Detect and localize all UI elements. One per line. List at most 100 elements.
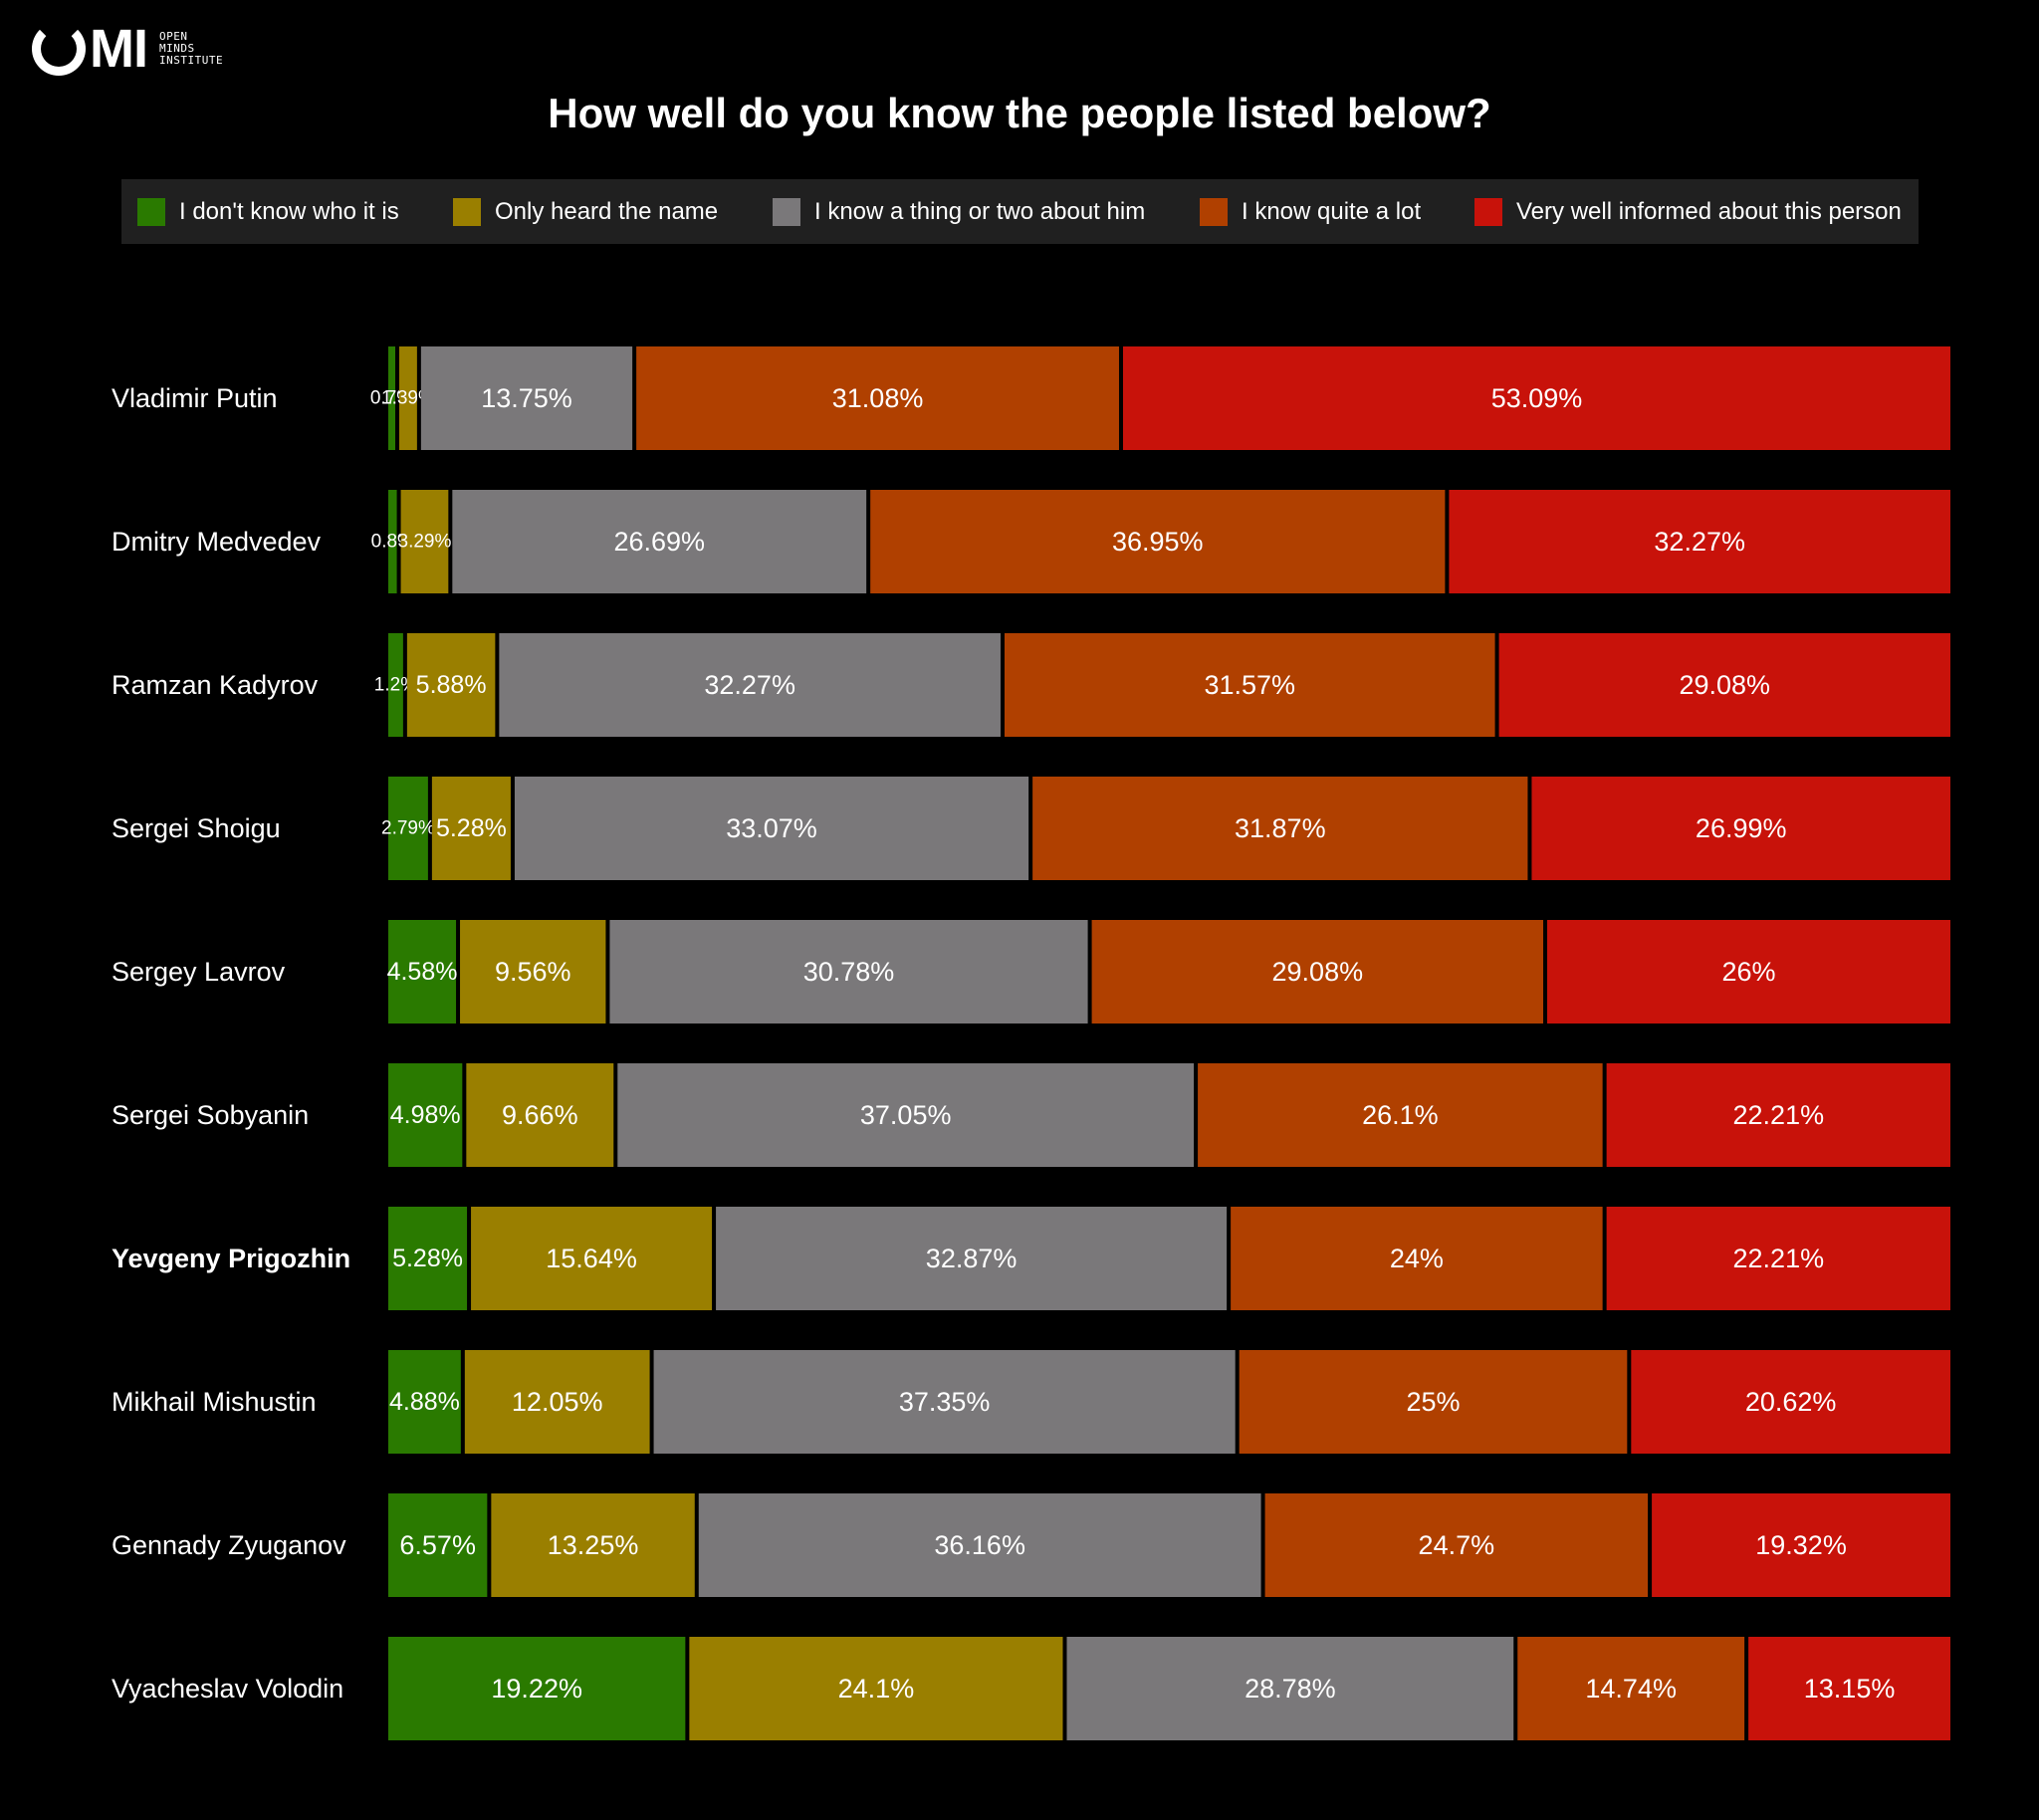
data-label: 32.27% xyxy=(704,670,795,700)
bar-segment xyxy=(653,1350,1236,1454)
bar-segment xyxy=(388,920,457,1024)
legend-swatch xyxy=(773,197,800,226)
data-label: 36.95% xyxy=(1112,527,1204,557)
logo-text-line: OPEN xyxy=(159,30,188,43)
bar-segment xyxy=(400,490,449,593)
bar-segment xyxy=(460,920,606,1024)
logo-o-icon xyxy=(32,22,86,76)
data-label: 3.29% xyxy=(398,532,452,553)
data-label: 53.09% xyxy=(1491,383,1583,413)
bar-segment xyxy=(466,1063,614,1167)
bar-segment xyxy=(388,777,428,880)
logo-text-line: MINDS xyxy=(159,42,195,55)
data-label: 33.07% xyxy=(726,813,817,843)
data-label: 32.87% xyxy=(926,1244,1018,1273)
legend-swatch xyxy=(1200,197,1228,226)
bar-segment xyxy=(1606,1207,1950,1310)
bar-segment xyxy=(1122,346,1950,450)
bar-segment xyxy=(388,346,396,450)
data-label: 12.05% xyxy=(512,1387,603,1417)
bar-segment xyxy=(636,346,1119,450)
logo-mark: MI xyxy=(32,19,148,79)
bar-segment xyxy=(689,1637,1063,1740)
data-label: 24% xyxy=(1390,1244,1444,1273)
data-label: 31.87% xyxy=(1235,813,1326,843)
data-label: 1.2% xyxy=(374,675,417,696)
data-label: 26% xyxy=(1721,957,1775,987)
legend-item: I know a thing or two about him xyxy=(773,179,1145,244)
bar-segment xyxy=(420,346,633,450)
data-label: 30.78% xyxy=(803,957,895,987)
bar-segment xyxy=(471,1207,713,1310)
bar-segment xyxy=(399,346,417,450)
data-label: 15.64% xyxy=(546,1244,637,1273)
bar-segment xyxy=(499,633,1001,737)
legend-label: I know a thing or two about him xyxy=(814,197,1146,225)
bar-segment xyxy=(716,1207,1228,1310)
data-label: 2.79% xyxy=(381,818,435,839)
data-label: 5.28% xyxy=(392,1245,463,1272)
data-label: 32.27% xyxy=(1654,527,1745,557)
data-label: 19.32% xyxy=(1755,1530,1847,1560)
category-label: Sergei Shoigu xyxy=(112,813,281,843)
data-label: 26.69% xyxy=(613,527,705,557)
bar-segment xyxy=(1517,1637,1745,1740)
legend-item: Very well informed about this person xyxy=(1474,179,1902,244)
data-label: 22.21% xyxy=(1733,1244,1825,1273)
bar-segment xyxy=(1264,1493,1649,1597)
legend-swatch xyxy=(1474,197,1502,226)
data-label: 37.05% xyxy=(860,1100,952,1130)
bar-segment xyxy=(1748,1637,1950,1740)
bar-segment xyxy=(1606,1063,1950,1167)
bar-segment xyxy=(406,633,496,737)
data-label: 5.28% xyxy=(436,814,507,842)
data-label: 13.75% xyxy=(481,383,572,413)
data-label: 4.88% xyxy=(389,1388,460,1416)
category-label: Sergei Sobyanin xyxy=(112,1100,309,1130)
chart-legend: I don't know who it is Only heard the na… xyxy=(121,179,1919,244)
data-label: 28.78% xyxy=(1245,1674,1336,1704)
legend-item: Only heard the name xyxy=(453,179,718,244)
bar-segment xyxy=(388,1350,461,1454)
data-label: 14.74% xyxy=(1585,1674,1677,1704)
data-label: 25% xyxy=(1406,1387,1460,1417)
data-label: 6.57% xyxy=(399,1530,476,1560)
bar-segment xyxy=(388,1493,488,1597)
chart-title: How well do you know the people listed b… xyxy=(548,90,1491,136)
data-label: 29.08% xyxy=(1272,957,1364,987)
data-label: 5.88% xyxy=(416,671,487,699)
omi-logo: MI OPEN MINDS INSTITUTE xyxy=(32,19,224,79)
logo-mark-text: MI xyxy=(90,19,148,79)
bar-segment xyxy=(464,1350,650,1454)
data-label: 37.35% xyxy=(899,1387,991,1417)
category-label: Gennady Zyuganov xyxy=(112,1530,346,1560)
bar-segment xyxy=(1652,1493,1950,1597)
data-label: 13.15% xyxy=(1804,1674,1896,1704)
bar-segment xyxy=(1066,1637,1514,1740)
bar-segment xyxy=(514,777,1029,880)
bar-segment xyxy=(1449,490,1950,593)
bar-segment xyxy=(1032,777,1528,880)
legend-label: I know quite a lot xyxy=(1242,197,1422,225)
bar-segment xyxy=(1239,1350,1628,1454)
data-label: 31.08% xyxy=(832,383,924,413)
bar-segment xyxy=(1198,1063,1603,1167)
data-label: 22.21% xyxy=(1733,1100,1825,1130)
category-label: Mikhail Mishustin xyxy=(112,1387,317,1417)
bar-segment xyxy=(388,633,403,737)
logo-text-line: INSTITUTE xyxy=(159,54,224,67)
data-label: 26.1% xyxy=(1362,1100,1439,1130)
bar-segment xyxy=(431,777,511,880)
bar-segment xyxy=(870,490,1446,593)
legend-swatch xyxy=(137,197,165,226)
legend-label: Only heard the name xyxy=(495,197,719,225)
bar-segment xyxy=(1547,920,1950,1024)
data-label: 4.98% xyxy=(390,1101,461,1129)
bar-segment xyxy=(452,490,867,593)
category-label: Vyacheslav Volodin xyxy=(112,1674,343,1704)
data-label: 31.57% xyxy=(1204,670,1295,700)
data-label: 36.16% xyxy=(934,1530,1025,1560)
bar-segment xyxy=(1631,1350,1950,1454)
legend-label: I don't know who it is xyxy=(179,197,399,225)
